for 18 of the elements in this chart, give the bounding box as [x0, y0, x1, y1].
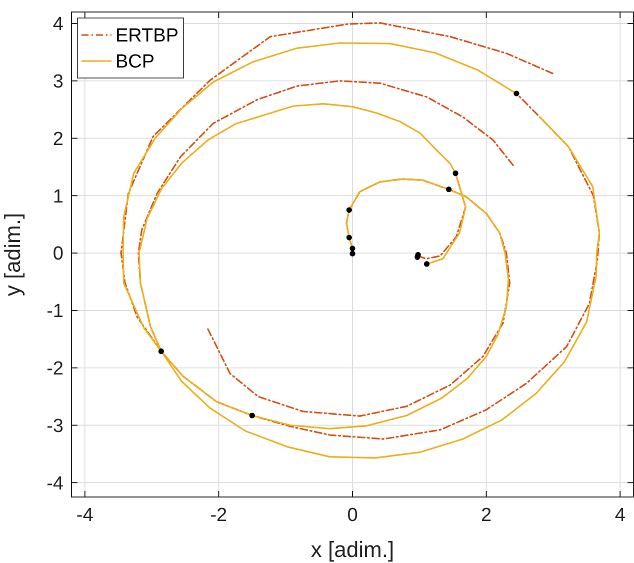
x-axis-title: x [adim.]	[310, 537, 394, 562]
y-tick-label: 1	[52, 186, 64, 208]
x-tick-label: 2	[481, 505, 492, 526]
x-tick-label: -2	[210, 505, 228, 526]
y-tick-label: 2	[52, 128, 64, 150]
y-tick-label: -1	[46, 301, 64, 322]
y-tick-label: -3	[46, 416, 64, 437]
y-tick-label: -2	[46, 358, 64, 380]
y-tick-label: 3	[52, 72, 64, 93]
y-axis-title: y [adim.]	[0, 212, 25, 296]
legend-label: ERTBP	[116, 26, 179, 47]
y-tick-label: -4	[46, 473, 64, 494]
x-tick-label: 4	[614, 505, 626, 526]
x-tick-label: 0	[347, 505, 358, 526]
legend-label: BCP	[116, 52, 155, 73]
y-tick-label: 0	[52, 244, 64, 265]
x-tick-label: -4	[76, 505, 94, 526]
y-tick-label: 4	[52, 14, 64, 36]
